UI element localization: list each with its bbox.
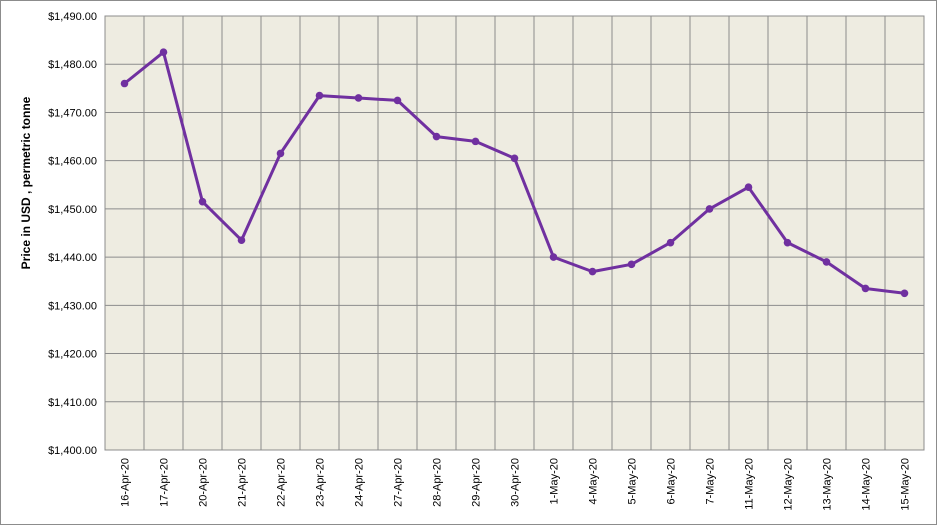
y-tick-label: $1,450.00 [48, 204, 97, 216]
x-tick-label: 16-Apr-20 [120, 458, 132, 507]
data-point [198, 197, 207, 206]
y-tick-label: $1,460.00 [48, 156, 97, 168]
x-tick-label: 21-Apr-20 [237, 458, 249, 507]
x-tick-label: 1-May-20 [549, 458, 561, 504]
plot-area [104, 15, 925, 451]
data-point [627, 260, 636, 269]
data-point [822, 258, 831, 266]
data-points [120, 48, 909, 298]
x-tick-label: 5-May-20 [627, 458, 639, 504]
x-tick-label: 13-May-20 [822, 458, 834, 511]
data-point [315, 91, 324, 100]
x-tick-label: 29-Apr-20 [471, 458, 483, 507]
data-point [900, 289, 909, 298]
x-tick-label: 23-Apr-20 [315, 458, 327, 507]
data-point [471, 137, 480, 146]
data-point [666, 238, 675, 247]
x-tick-label: 4-May-20 [588, 458, 600, 504]
data-point [549, 253, 558, 261]
y-tick-label: $1,410.00 [48, 397, 97, 409]
x-tick-label: 17-Apr-20 [159, 458, 171, 507]
y-tick-label: $1,490.00 [48, 11, 97, 23]
y-tick-label: $1,420.00 [48, 349, 97, 361]
x-axis-tick-labels: 16-Apr-20 17-Apr-20 20-Apr-20 21-Apr-20 22-A… [120, 458, 912, 511]
x-tick-label: 7-May-20 [705, 458, 717, 504]
data-point [432, 132, 441, 141]
y-axis-title: Price in USD , permetric tonne [19, 96, 33, 269]
y-tick-label: $1,430.00 [48, 300, 97, 312]
x-tick-label: 14-May-20 [861, 458, 873, 511]
data-point [588, 267, 597, 276]
y-tick-label: $1,470.00 [48, 107, 97, 119]
x-tick-label: 6-May-20 [666, 458, 678, 504]
x-tick-label: 15-May-20 [900, 458, 912, 511]
data-point [705, 205, 714, 213]
x-tick-label: 30-Apr-20 [510, 458, 522, 507]
data-point [237, 236, 246, 245]
x-tick-label: 11-May-20 [744, 458, 756, 510]
x-tick-label: 22-Apr-20 [276, 458, 288, 507]
data-point [159, 48, 168, 56]
data-point [744, 183, 753, 191]
x-tick-label: 27-Apr-20 [393, 458, 405, 507]
data-point [120, 79, 129, 88]
vertical-gridlines [143, 16, 886, 450]
data-point [354, 94, 363, 102]
data-point [276, 149, 285, 158]
data-point [783, 238, 792, 247]
data-point [861, 284, 870, 293]
x-tick-label: 24-Apr-20 [354, 458, 366, 507]
horizontal-gridlines [105, 15, 924, 451]
y-tick-label: $1,440.00 [48, 252, 97, 264]
y-axis-tick-labels: $1,400.00 $1,410.00 $1,420.00 $1,430.00 $1,4… [48, 11, 97, 457]
x-tick-label: 28-Apr-20 [432, 458, 444, 507]
x-tick-label: 12-May-20 [783, 458, 795, 511]
y-tick-label: $1,480.00 [48, 59, 97, 71]
y-tick-label: $1,400.00 [48, 445, 97, 457]
data-point [393, 96, 402, 105]
data-point [510, 154, 519, 163]
x-tick-label: 20-Apr-20 [198, 458, 210, 507]
